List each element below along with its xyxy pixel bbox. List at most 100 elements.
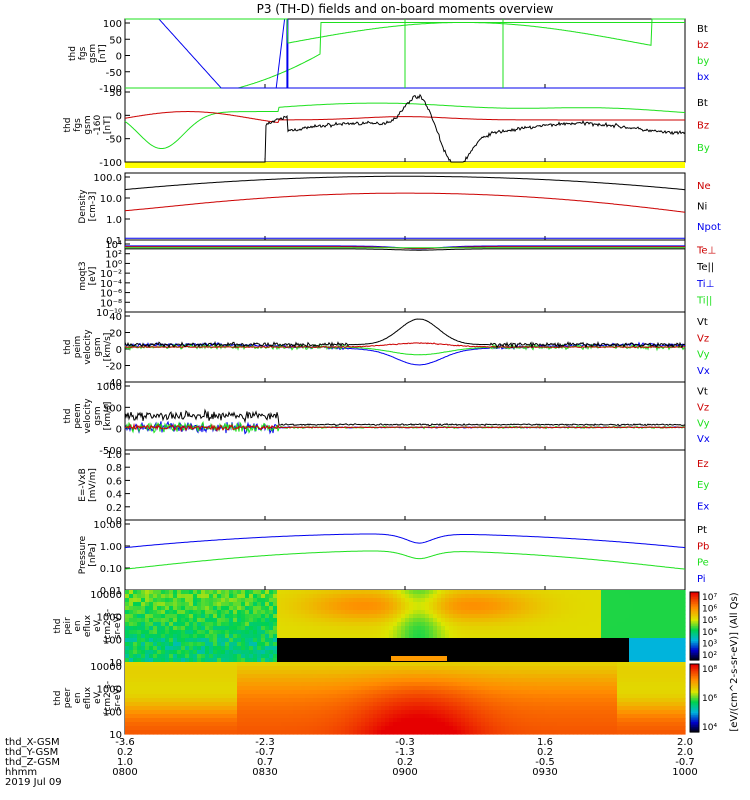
spectrogram-cell: [573, 702, 578, 707]
spectrogram-cell: [445, 650, 450, 655]
spectrogram-cell: [233, 710, 238, 715]
spectrogram-cell: [273, 722, 278, 727]
spectrogram-cell: [513, 714, 518, 719]
spectrogram-cell: [361, 626, 366, 631]
spectrogram-cell: [301, 634, 306, 639]
spectrogram-cell: [489, 702, 494, 707]
spectrogram-cell: [209, 690, 214, 695]
spectrogram-cell: [433, 622, 438, 627]
spectrogram-cell: [289, 666, 294, 671]
spectrogram-cell: [481, 722, 486, 727]
spectrogram-cell: [189, 598, 194, 603]
spectrogram-cell: [409, 634, 414, 639]
spectrogram-cell: [313, 706, 318, 711]
spectrogram-cell: [309, 602, 314, 607]
spectrogram-cell: [549, 730, 554, 735]
y-tick-label: 500: [103, 403, 122, 414]
spectrogram-cell: [189, 594, 194, 599]
spectrogram-cell: [285, 658, 290, 663]
spectrogram-cell: [261, 622, 266, 627]
spectrogram-cell: [465, 706, 470, 711]
spectrogram-cell: [513, 694, 518, 699]
spectrogram-cell: [269, 674, 274, 679]
spectrogram-cell: [165, 606, 170, 611]
spectrogram-cell: [525, 646, 530, 651]
spectrogram-cell: [393, 690, 398, 695]
spectrogram-cell: [545, 722, 550, 727]
spectrogram-cell: [397, 670, 402, 675]
spectrogram-cell: [177, 622, 182, 627]
spectrogram-cell: [553, 670, 558, 675]
spectrogram-cell: [177, 614, 182, 619]
spectrogram-cell: [589, 642, 594, 647]
spectrogram-cell: [145, 594, 150, 599]
spectrogram-cell: [385, 626, 390, 631]
spectrogram-cell: [541, 686, 546, 691]
spectrogram-cell: [353, 598, 358, 603]
spectrogram-cell: [405, 618, 410, 623]
spectrogram-cell: [229, 714, 234, 719]
spectrogram-cell: [397, 706, 402, 711]
spectrogram-cell: [593, 726, 598, 731]
spectrogram-cell: [353, 682, 358, 687]
spectrogram-cell: [597, 690, 602, 695]
spectrogram-cell: [465, 726, 470, 731]
spectrogram-cell: [525, 606, 530, 611]
spectrogram-cell: [485, 726, 490, 731]
spectrogram-cell: [133, 626, 138, 631]
spectrogram-cell: [137, 698, 142, 703]
spectrogram-cell: [393, 702, 398, 707]
spectrogram-cell: [565, 638, 570, 643]
spectrogram-cell: [429, 662, 434, 667]
spectrogram-cell: [461, 606, 466, 611]
spectrogram-cell: [465, 606, 470, 611]
spectrogram-cell: [265, 630, 270, 635]
spectrogram-cell: [137, 714, 142, 719]
spectrogram-cell: [253, 686, 258, 691]
spectrogram-cell: [621, 618, 626, 623]
spectrogram-cell: [125, 678, 130, 683]
spectrogram-cell: [421, 678, 426, 683]
spectrogram-cell: [397, 626, 402, 631]
spectrogram-cell: [333, 698, 338, 703]
spectrogram-cell: [577, 650, 582, 655]
spectrogram-cell: [621, 642, 626, 647]
spectrogram-cell: [581, 662, 586, 667]
spectrogram-cell: [149, 590, 154, 595]
spectrogram-cell: [681, 634, 686, 639]
spectrogram-cell: [429, 726, 434, 731]
spectrogram-cell: [513, 698, 518, 703]
spectrogram-cell: [361, 590, 366, 595]
spectrogram-cell: [257, 658, 262, 663]
spectrogram-cell: [205, 622, 210, 627]
spectrogram-cell: [469, 702, 474, 707]
spectrogram-cell: [181, 686, 186, 691]
y-tick-label: 1.00: [100, 542, 122, 553]
spectrogram-cell: [313, 630, 318, 635]
y-tick-label: 10²: [105, 250, 122, 261]
spectrogram-cell: [553, 598, 558, 603]
legend-Ti||: Ti||: [696, 296, 712, 307]
spectrogram-cell: [565, 686, 570, 691]
spectrogram-cell: [225, 658, 230, 663]
spectrogram-cell: [629, 638, 634, 643]
spectrogram-cell: [521, 694, 526, 699]
spectrogram-cell: [137, 634, 142, 639]
spectrogram-cell: [417, 638, 422, 643]
spectrogram-cell: [465, 658, 470, 663]
spectrogram-cell: [549, 690, 554, 695]
spectrogram-cell: [493, 642, 498, 647]
spectrogram-cell: [317, 698, 322, 703]
spectrogram-cell: [281, 670, 286, 675]
spectrogram-cell: [369, 646, 374, 651]
y-axis-label-line: [cm-3]: [88, 192, 98, 222]
spectrogram-cell: [441, 606, 446, 611]
spectrogram-cell: [309, 694, 314, 699]
y-tick-label: 10: [109, 730, 122, 741]
spectrogram-cell: [597, 618, 602, 623]
spectrogram-cell: [257, 594, 262, 599]
spectrogram-cell: [665, 614, 670, 619]
spectrogram-cell: [277, 590, 282, 595]
spectrogram-cell: [137, 642, 142, 647]
spectrogram-cell: [341, 642, 346, 647]
